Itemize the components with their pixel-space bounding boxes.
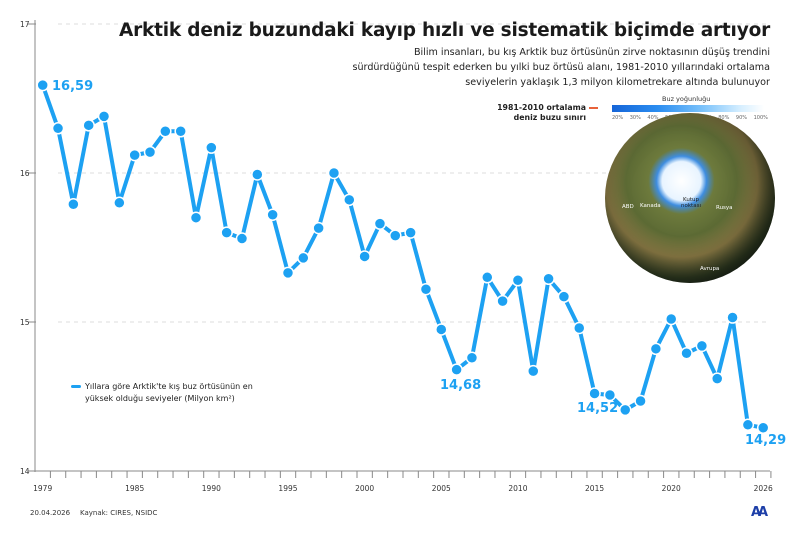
map-label-pole: Kutup noktası <box>681 197 701 209</box>
data-point <box>450 363 463 376</box>
colorbar-tick: 90% <box>735 115 748 121</box>
data-point <box>159 125 172 138</box>
y-tick-label: 15 <box>20 318 30 327</box>
data-point <box>634 394 647 408</box>
colorbar-title: Buz yoğunluğu <box>662 95 711 103</box>
ice-density-colorbar <box>612 105 764 112</box>
annotation-2006: 14,68 <box>440 378 482 393</box>
annotation-1979: 16,59 <box>52 79 94 94</box>
page-title: Arktik deniz buzundaki kayıp hızlı ve si… <box>119 20 770 41</box>
subtitle: Bilim insanları, bu kış Arktik buz örtüs… <box>352 47 770 88</box>
x-tick-label: 1990 <box>202 484 221 493</box>
colorbar-tick: 100% <box>753 115 768 121</box>
average-line-label-1: 1981-2010 ortalama <box>497 103 586 112</box>
data-point <box>726 311 739 324</box>
data-point <box>327 166 341 180</box>
footer-source: Kaynak: CIRES, NSIDC <box>80 509 158 517</box>
red-line-swatch-icon <box>589 107 598 109</box>
data-point <box>588 387 601 400</box>
data-point <box>128 148 141 162</box>
x-tick-label: 1995 <box>278 484 297 493</box>
data-point <box>51 122 65 135</box>
data-point <box>557 290 571 303</box>
colorbar-tick: 20% <box>612 115 624 121</box>
colorbar-tick: 80% <box>718 115 730 121</box>
aa-logo: AA <box>751 505 768 520</box>
data-point <box>358 250 371 263</box>
data-point <box>389 229 402 242</box>
data-point <box>143 145 157 159</box>
map-label-abd: ABD <box>622 204 634 210</box>
colorbar-tick: 40% <box>647 115 659 121</box>
data-point <box>113 196 126 210</box>
colorbar-tick: 30% <box>629 115 641 121</box>
x-tick-label: 2015 <box>585 484 604 493</box>
x-tick-label: 2000 <box>355 484 374 493</box>
y-tick-label: 17 <box>20 20 30 29</box>
data-point <box>419 282 433 296</box>
data-point <box>220 226 233 239</box>
map-label-kanada: Kanada <box>640 203 661 209</box>
data-point <box>97 110 111 123</box>
data-point <box>527 364 540 378</box>
data-point <box>542 272 555 286</box>
data-point <box>281 266 295 280</box>
data-point <box>710 372 724 385</box>
data-point <box>603 388 617 402</box>
data-point <box>312 221 325 235</box>
data-point <box>649 342 663 356</box>
arctic-globe-map <box>605 113 775 283</box>
y-tick-label: 16 <box>20 169 30 178</box>
data-point <box>664 312 678 326</box>
footer-date: 20.04.2026 <box>30 509 71 517</box>
x-tick-label: 2026 <box>754 484 773 493</box>
data-point <box>573 321 586 335</box>
data-point <box>465 351 479 365</box>
x-tick-label: 2020 <box>662 484 681 493</box>
data-point <box>266 208 279 221</box>
data-point <box>82 119 95 132</box>
data-point <box>189 211 203 224</box>
data-point <box>373 217 387 230</box>
data-point <box>511 274 525 287</box>
map-label-avrupa: Avrupa <box>700 266 720 272</box>
series-legend: Yıllara göre Arktik'te kış buz örtüsünün… <box>71 381 260 405</box>
data-point <box>741 418 755 432</box>
data-point <box>235 232 249 245</box>
x-tick-label: 2010 <box>508 484 527 493</box>
x-tick-label: 1985 <box>125 484 144 493</box>
map-label-rusya: Rusya <box>716 205 733 211</box>
x-tick-label: 2005 <box>432 484 451 493</box>
data-point <box>404 226 417 239</box>
series-legend-label: Yıllara göre Arktik'te kış buz örtüsünün… <box>85 382 253 403</box>
data-point <box>756 421 770 435</box>
average-line-legend: 1981-2010 ortalama deniz buzu sınırı <box>497 103 598 123</box>
data-point <box>297 251 310 265</box>
data-point <box>36 78 49 92</box>
data-point <box>205 141 218 154</box>
annotation-2026: 14,29 <box>745 433 787 448</box>
data-point <box>67 198 80 211</box>
data-point <box>695 339 709 353</box>
data-point <box>618 403 632 417</box>
data-point <box>496 294 509 308</box>
annotation-2015: 14,52 <box>577 401 619 416</box>
data-point <box>343 193 356 207</box>
x-tick-label: 1979 <box>33 484 52 493</box>
data-point <box>680 347 693 360</box>
series-swatch-icon <box>71 385 81 388</box>
data-point <box>435 323 448 336</box>
data-point <box>251 168 264 181</box>
data-point <box>174 125 187 138</box>
data-point <box>481 271 494 284</box>
average-line-label-2: deniz buzu sınırı <box>513 113 586 122</box>
y-tick-label: 14 <box>20 467 30 476</box>
